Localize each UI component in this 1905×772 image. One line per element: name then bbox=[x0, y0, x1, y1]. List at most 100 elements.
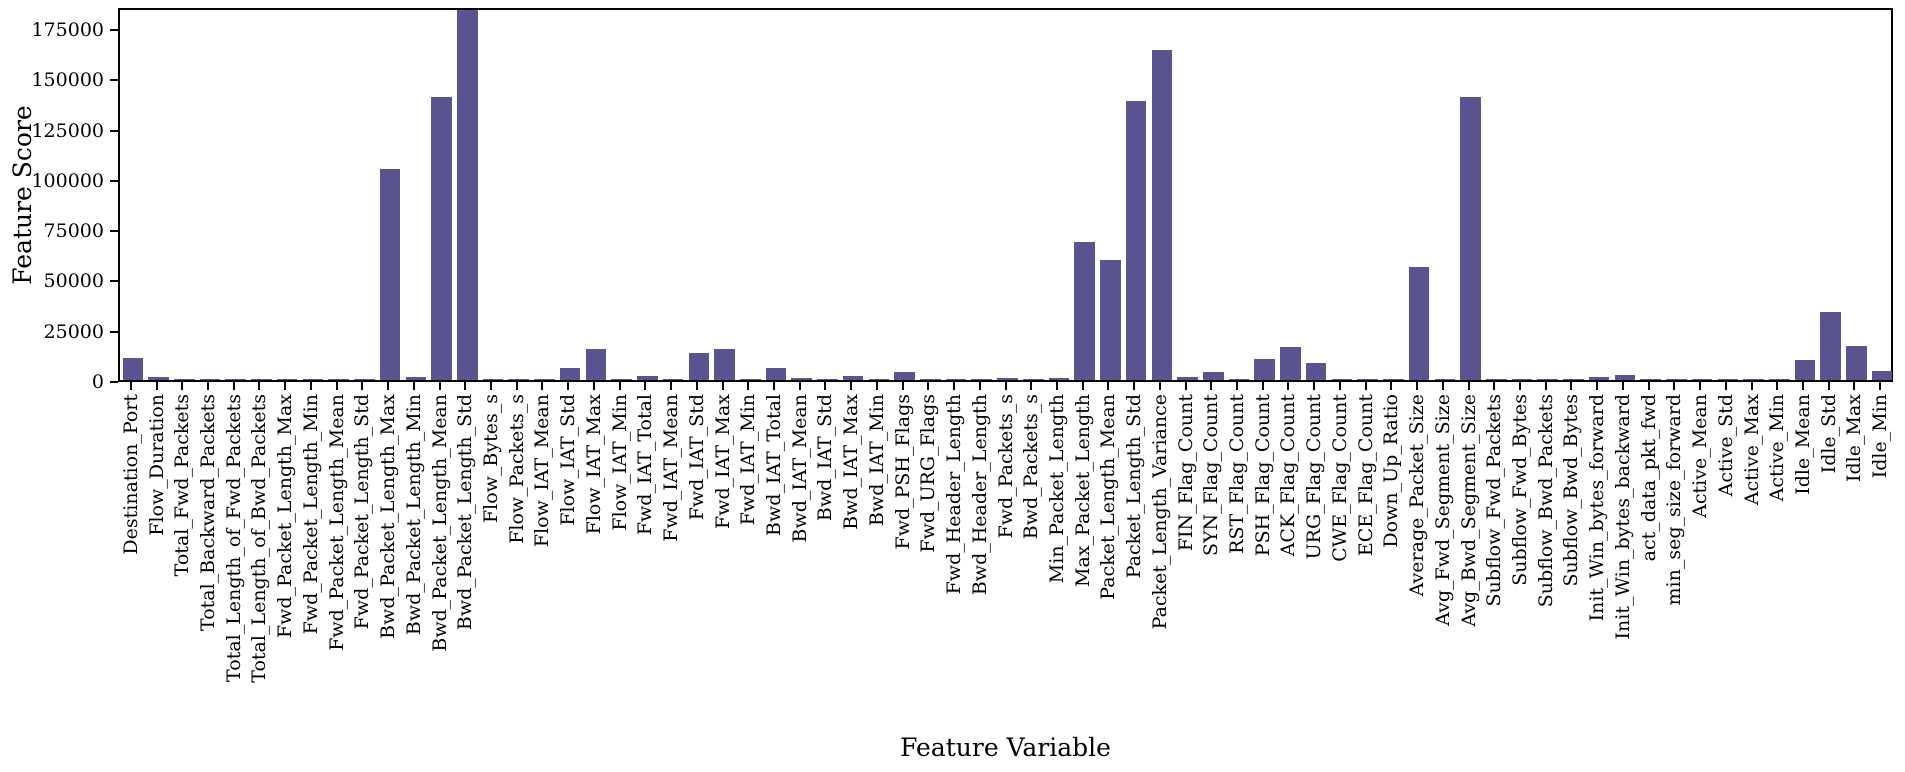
bar-fwd-iat-min bbox=[739, 379, 761, 380]
x-tick-mark bbox=[1879, 382, 1882, 390]
bar-fwd-packet-length-max bbox=[276, 379, 298, 380]
x-tick-mark bbox=[978, 382, 981, 390]
x-tick-mark bbox=[747, 382, 750, 390]
x-tick-label-fwd-packet-length-mean: Fwd_Packet_Length_Mean bbox=[325, 394, 348, 651]
bar-fwd-packet-length-min bbox=[302, 379, 324, 380]
x-tick-mark bbox=[1518, 382, 1521, 390]
x-tick-label-total-length-of-bwd-packets: Total_Length_of_Bwd_Packets bbox=[248, 394, 271, 683]
bar-idle-mean bbox=[1794, 360, 1816, 380]
bar-fwd-psh-flags bbox=[894, 372, 915, 380]
x-tick-label-avg-bwd-segment-size: Avg_Bwd_Segment_Size bbox=[1457, 394, 1480, 627]
bar-syn-flag-count bbox=[1203, 372, 1224, 380]
x-tick-mark bbox=[1493, 382, 1496, 390]
x-tick-label-total-backward-packets: Total_Backward_Packets bbox=[197, 394, 220, 631]
x-tick-mark bbox=[232, 382, 235, 390]
x-tick-label-cwe-flag-count: CWE_Flag_Count bbox=[1328, 394, 1351, 562]
x-tick-mark bbox=[1158, 382, 1161, 390]
bar-fwd-iat-mean bbox=[662, 379, 684, 380]
x-tick-label-fwd-psh-flags: Fwd_PSH_Flags bbox=[891, 394, 914, 550]
y-tick-label: 0 bbox=[91, 371, 104, 393]
bar-flow-iat-std bbox=[559, 368, 581, 380]
x-tick-label-syn-flag-count: SYN_Flag_Count bbox=[1200, 394, 1223, 557]
bar-bwd-packet-length-mean bbox=[431, 97, 452, 380]
x-tick-mark bbox=[1055, 382, 1058, 390]
y-tick-label: 50000 bbox=[43, 270, 104, 293]
y-tick-label: 100000 bbox=[31, 169, 104, 192]
x-tick-label-bwd-packet-length-min: Bwd_Packet_Length_Min bbox=[402, 394, 425, 636]
x-tick-mark bbox=[258, 382, 261, 390]
x-tick-mark bbox=[387, 382, 390, 390]
bar-fwd-packet-length-mean bbox=[328, 379, 349, 380]
bar-bwd-iat-total bbox=[765, 368, 787, 380]
x-tick-label-avg-fwd-segment-size: Avg_Fwd_Segment_Size bbox=[1431, 394, 1454, 626]
x-tick-mark bbox=[901, 382, 904, 390]
x-tick-label-bwd-iat-mean: Bwd_IAT_Mean bbox=[788, 394, 811, 543]
x-tick-label-fwd-iat-min: Fwd_IAT_Min bbox=[737, 394, 760, 526]
bar-idle-min bbox=[1871, 371, 1893, 380]
x-tick-label-fwd-iat-std: Fwd_IAT_Std bbox=[685, 394, 708, 521]
x-tick-mark bbox=[1441, 382, 1444, 390]
y-tick-mark bbox=[110, 381, 118, 383]
x-tick-mark bbox=[1467, 382, 1470, 390]
y-tick-mark bbox=[110, 129, 118, 132]
x-tick-mark bbox=[1699, 382, 1702, 390]
x-tick-label-min-seg-size-forward: min_seg_size_forward bbox=[1663, 394, 1686, 606]
bar-avg-bwd-segment-size bbox=[1460, 97, 1481, 380]
x-tick-mark bbox=[1750, 382, 1753, 390]
x-tick-label-ack-flag-count: ACK_Flag_Count bbox=[1277, 394, 1300, 557]
x-tick-label-fwd-packet-length-std: Fwd_Packet_Length_Std bbox=[351, 394, 374, 630]
x-tick-mark bbox=[309, 382, 312, 390]
x-tick-mark bbox=[567, 382, 570, 390]
x-tick-mark bbox=[1338, 382, 1341, 390]
y-tick-mark bbox=[110, 230, 118, 233]
x-tick-mark bbox=[927, 382, 930, 390]
bar-fwd-iat-total bbox=[637, 376, 658, 380]
x-tick-mark bbox=[1107, 382, 1110, 390]
x-tick-mark bbox=[412, 382, 415, 390]
x-tick-label-down-up-ratio: Down_Up_Ratio bbox=[1380, 394, 1403, 548]
x-tick-label-subflow-fwd-packets: Subflow_Fwd_Packets bbox=[1483, 394, 1506, 607]
x-tick-label-fwd-iat-max: Fwd_IAT_Max bbox=[711, 394, 734, 529]
x-tick-mark bbox=[1801, 382, 1804, 390]
y-tick-mark bbox=[110, 79, 118, 82]
x-tick-label-bwd-packet-length-mean: Bwd_Packet_Length_Mean bbox=[428, 394, 451, 652]
x-tick-label-fin-flag-count: FIN_Flag_Count bbox=[1174, 394, 1197, 552]
x-tick-label-destination-port: Destination_Port bbox=[119, 394, 142, 555]
x-tick-label-flow-iat-std: Flow_IAT_Std bbox=[557, 394, 580, 526]
bar-flow-packets-s bbox=[508, 379, 530, 380]
bar-bwd-packets-s bbox=[1022, 379, 1044, 380]
bar-fwd-header-length bbox=[945, 379, 967, 380]
bar-ack-flag-count bbox=[1280, 347, 1301, 380]
x-tick-label-flow-iat-max: Flow_IAT_Max bbox=[582, 394, 605, 535]
x-tick-mark bbox=[335, 382, 338, 390]
x-tick-mark bbox=[875, 382, 878, 390]
bar-fwd-iat-max bbox=[714, 349, 735, 380]
x-tick-mark bbox=[772, 382, 775, 390]
x-tick-label-packet-length-mean: Packet_Length_Mean bbox=[1097, 394, 1120, 600]
plot-area bbox=[118, 8, 1893, 382]
x-tick-mark bbox=[1004, 382, 1007, 390]
x-tick-mark bbox=[1390, 382, 1393, 390]
x-tick-label-subflow-bwd-packets: Subflow_Bwd_Packets bbox=[1534, 394, 1557, 608]
x-tick-label-fwd-header-length: Fwd_Header_Length bbox=[943, 394, 966, 595]
x-tick-mark bbox=[490, 382, 492, 390]
x-tick-label-flow-packets-s: Flow_Packets_s bbox=[505, 394, 528, 544]
y-tick-label: 25000 bbox=[43, 320, 104, 343]
x-tick-mark bbox=[1596, 382, 1599, 390]
x-tick-mark bbox=[695, 382, 698, 390]
x-tick-label-fwd-urg-flags: Fwd_URG_Flags bbox=[917, 394, 940, 553]
bar-urg-flag-count bbox=[1305, 363, 1327, 380]
bar-packet-length-mean bbox=[1100, 260, 1121, 380]
x-tick-mark bbox=[850, 382, 853, 390]
x-tick-label-flow-iat-min: Flow_IAT_Min bbox=[608, 394, 631, 531]
x-tick-mark bbox=[1621, 382, 1624, 390]
x-tick-mark bbox=[798, 382, 801, 390]
x-tick-mark bbox=[824, 382, 827, 390]
y-tick-mark bbox=[110, 330, 118, 333]
x-tick-mark bbox=[1776, 382, 1779, 390]
bar-flow-bytes-s bbox=[482, 379, 504, 380]
x-tick-label-packet-length-std: Packet_Length_Std bbox=[1123, 394, 1146, 579]
x-tick-label-bwd-iat-total: Bwd_IAT_Total bbox=[762, 394, 785, 536]
bar-idle-max bbox=[1846, 346, 1867, 380]
